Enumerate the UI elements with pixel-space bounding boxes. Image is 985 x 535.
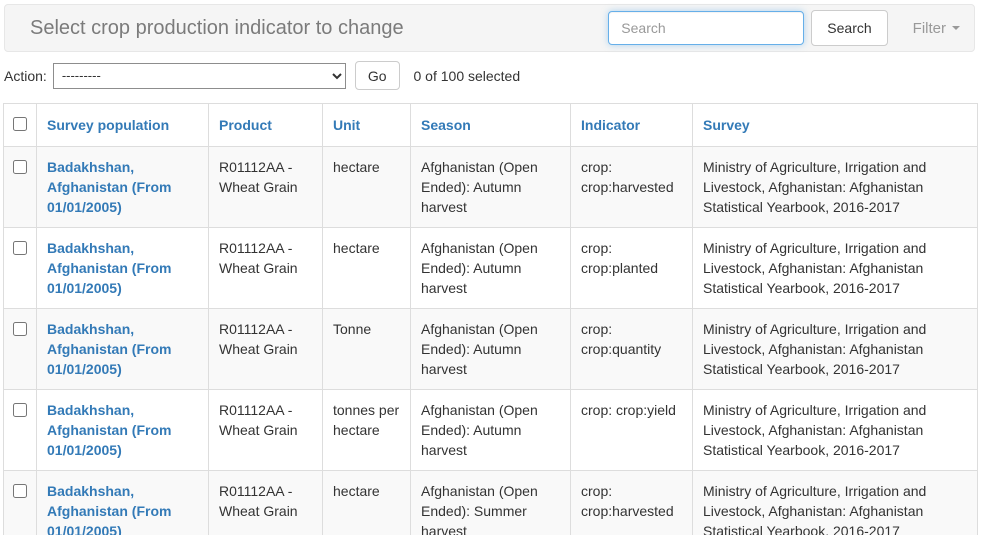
survey-cell: Ministry of Agriculture, Irrigation and … [692,227,978,309]
season-cell: Afghanistan (Open Ended): Autumn harvest [410,389,571,471]
table-header-row: Survey population Product Unit Season In… [3,103,978,147]
column-header-product[interactable]: Product [208,103,323,147]
row-checkbox[interactable] [13,403,27,417]
indicator-cell: crop: crop:harvested [570,146,693,228]
column-header-survey-population[interactable]: Survey population [36,103,209,147]
row-checkbox[interactable] [13,484,27,498]
column-header-unit[interactable]: Unit [322,103,411,147]
results-table: Survey population Product Unit Season In… [3,103,978,535]
indicator-cell: crop: crop:yield [570,389,693,471]
season-cell: Afghanistan (Open Ended): Autumn harvest [410,146,571,228]
filter-label: Filter [912,19,946,37]
season-cell: Afghanistan (Open Ended): Summer harvest [410,470,571,535]
search-button[interactable]: Search [811,10,888,46]
product-cell: R01112AA - Wheat Grain [208,308,323,390]
select-all-checkbox[interactable] [13,117,27,131]
unit-cell: Tonne [322,308,411,390]
survey-population-link[interactable]: Badakhshan, Afghanistan (From 01/01/2005… [47,402,172,458]
search-input[interactable] [608,11,805,45]
row-checkbox[interactable] [13,322,27,336]
unit-cell: tonnes per hectare [322,389,411,471]
product-cell: R01112AA - Wheat Grain [208,470,323,535]
action-select[interactable]: --------- [52,62,346,89]
chevron-down-icon [952,26,960,30]
action-label: Action: [4,67,47,84]
indicator-cell: crop: crop:harvested [570,470,693,535]
unit-cell: hectare [322,146,411,228]
survey-population-link[interactable]: Badakhshan, Afghanistan (From 01/01/2005… [47,321,172,377]
season-cell: Afghanistan (Open Ended): Autumn harvest [410,227,571,309]
action-row: Action: --------- Go 0 of 100 selected [4,61,985,90]
go-button[interactable]: Go [354,61,400,90]
table-row: Badakhshan, Afghanistan (From 01/01/2005… [3,308,978,390]
column-header-season[interactable]: Season [410,103,571,147]
row-checkbox[interactable] [13,241,27,255]
indicator-cell: crop: crop:quantity [570,308,693,390]
survey-population-link[interactable]: Badakhshan, Afghanistan (From 01/01/2005… [47,240,172,296]
product-cell: R01112AA - Wheat Grain [208,389,323,471]
column-header-indicator[interactable]: Indicator [570,103,693,147]
survey-cell: Ministry of Agriculture, Irrigation and … [692,146,978,228]
page-header-bar: Select crop production indicator to chan… [4,4,975,52]
page-title: Select crop production indicator to chan… [30,16,404,39]
survey-population-link[interactable]: Badakhshan, Afghanistan (From 01/01/2005… [47,483,172,535]
indicator-cell: crop: crop:planted [570,227,693,309]
survey-cell: Ministry of Agriculture, Irrigation and … [692,308,978,390]
product-cell: R01112AA - Wheat Grain [208,146,323,228]
row-checkbox[interactable] [13,160,27,174]
survey-cell: Ministry of Agriculture, Irrigation and … [692,470,978,535]
table-row: Badakhshan, Afghanistan (From 01/01/2005… [3,146,978,228]
filter-dropdown-toggle[interactable]: Filter [913,20,960,37]
table-row: Badakhshan, Afghanistan (From 01/01/2005… [3,227,978,309]
selection-status: 0 of 100 selected [413,67,521,84]
column-header-survey[interactable]: Survey [692,103,978,147]
unit-cell: hectare [322,470,411,535]
season-cell: Afghanistan (Open Ended): Autumn harvest [410,308,571,390]
survey-population-link[interactable]: Badakhshan, Afghanistan (From 01/01/2005… [47,159,172,215]
table-row: Badakhshan, Afghanistan (From 01/01/2005… [3,389,978,471]
product-cell: R01112AA - Wheat Grain [208,227,323,309]
table-row: Badakhshan, Afghanistan (From 01/01/2005… [3,470,978,535]
unit-cell: hectare [322,227,411,309]
survey-cell: Ministry of Agriculture, Irrigation and … [692,389,978,471]
